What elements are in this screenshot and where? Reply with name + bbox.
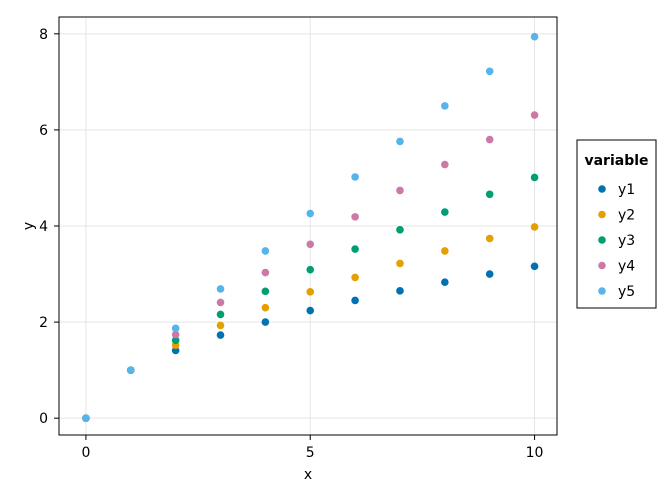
legend-marker — [598, 261, 606, 270]
y-tick-label: 6 — [39, 123, 48, 139]
data-point-y5 — [216, 285, 225, 293]
legend-label: y2 — [618, 208, 635, 224]
data-point-y1 — [171, 346, 180, 355]
legend-item-y4: y4 — [598, 259, 635, 275]
data-point-y1 — [306, 306, 315, 315]
data-point-y4 — [306, 240, 315, 249]
data-point-y4 — [396, 186, 404, 195]
data-point-y1 — [485, 270, 494, 278]
x-tick-label: 10 — [526, 445, 544, 461]
grid-lines — [59, 17, 557, 435]
data-point-y1 — [530, 262, 539, 271]
data-points — [82, 32, 539, 422]
legend-label: y3 — [618, 233, 635, 249]
data-point-y5 — [261, 247, 270, 255]
data-point-y2 — [216, 321, 225, 330]
data-point-y1 — [261, 318, 270, 326]
x-axis-label: x — [304, 467, 312, 483]
legend-box — [576, 139, 657, 309]
legend-item-y2: y2 — [598, 208, 635, 224]
data-point-y4 — [441, 160, 449, 169]
x-tick-label: 5 — [306, 445, 315, 461]
data-point-y1 — [396, 287, 404, 295]
data-point-y3 — [485, 190, 494, 199]
data-point-y5 — [306, 209, 315, 218]
y-tick-label: 8 — [39, 27, 48, 43]
data-point-y1 — [351, 296, 359, 305]
legend-item-y1: y1 — [598, 182, 635, 198]
data-point-y3 — [306, 265, 315, 274]
data-point-y1 — [441, 278, 449, 287]
data-point-y4 — [351, 213, 359, 221]
y-tick-label: 0 — [39, 411, 48, 427]
data-point-y4 — [171, 330, 180, 339]
data-point-y2 — [485, 234, 494, 243]
legend-item-y5: y5 — [598, 284, 635, 300]
legend-marker — [598, 210, 606, 219]
data-point-y3 — [171, 336, 180, 345]
legend-label: y5 — [618, 284, 635, 300]
data-point-y3 — [261, 287, 270, 296]
data-point-y3 — [351, 245, 359, 253]
data-point-y4 — [485, 135, 494, 144]
data-point-y4 — [216, 298, 225, 307]
legend-items: y1 y2 y3 y4 y5 — [598, 182, 635, 300]
data-point-y3 — [216, 310, 225, 319]
data-point-y4 — [530, 111, 539, 119]
axis-ticks: 0 5 10 0 2 4 6 8 — [39, 27, 543, 461]
data-point-y3 — [441, 208, 449, 216]
data-point-y2 — [351, 273, 359, 282]
legend-label: y4 — [618, 259, 635, 275]
data-point-y5 — [485, 67, 494, 76]
legend-item-y3: y3 — [598, 233, 635, 249]
legend-marker — [598, 236, 606, 244]
data-point-y2 — [396, 259, 404, 268]
legend-title: variable — [584, 153, 648, 169]
y-axis-label: y — [21, 222, 37, 230]
data-point-y3 — [396, 226, 404, 234]
legend: variable y1 y2 y3 y4 y5 — [576, 139, 657, 309]
data-point-y5 — [171, 324, 180, 333]
data-point-y4 — [261, 268, 270, 277]
data-point-y5 — [530, 32, 539, 41]
legend-marker — [598, 185, 606, 193]
data-point-y5 — [126, 366, 135, 374]
legend-label: y1 — [618, 182, 635, 198]
y-tick-label: 2 — [39, 315, 48, 331]
data-point-y2 — [261, 303, 270, 312]
data-point-y5 — [351, 173, 359, 181]
data-point-y2 — [306, 288, 315, 296]
y-tick-label: 4 — [39, 219, 48, 235]
data-point-y5 — [396, 137, 404, 146]
x-tick-label: 0 — [81, 445, 90, 461]
data-point-y3 — [530, 173, 539, 182]
data-point-y5 — [82, 414, 90, 422]
data-point-y2 — [441, 247, 449, 255]
legend-marker — [598, 287, 606, 295]
data-point-y1 — [216, 331, 225, 339]
data-point-y5 — [441, 102, 449, 110]
data-point-y2 — [530, 223, 539, 231]
